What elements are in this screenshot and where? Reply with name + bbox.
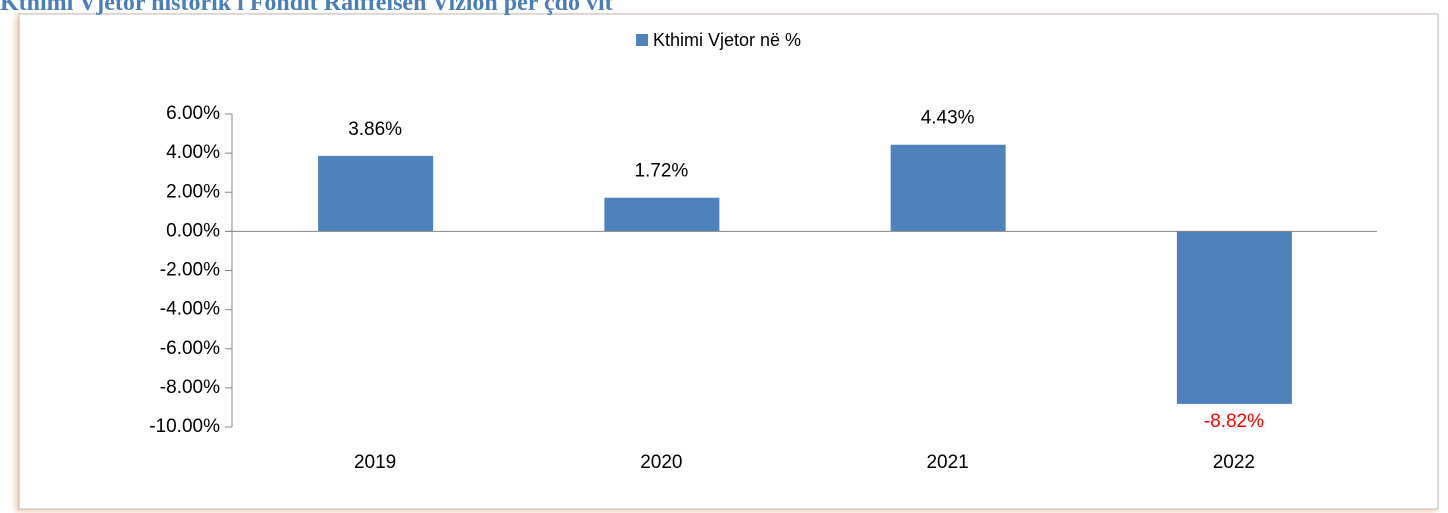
y-tick-label: -2.00%: [160, 260, 220, 281]
y-tick-label: -4.00%: [160, 299, 220, 320]
data-label: -8.82%: [1204, 411, 1264, 432]
y-tick-label: -6.00%: [160, 338, 220, 359]
y-tick-label: 4.00%: [166, 142, 220, 163]
bar: [318, 155, 434, 232]
legend-label: Kthimi Vjetor në %: [653, 30, 801, 50]
y-tick-label: -8.00%: [160, 377, 220, 398]
y-tick-label: 2.00%: [166, 181, 220, 202]
y-tick-label: 0.00%: [166, 220, 220, 241]
x-tick-label: 2022: [1213, 452, 1255, 473]
x-tick-label: 2021: [926, 452, 968, 473]
data-label: 3.86%: [348, 119, 402, 140]
x-tick-label: 2020: [640, 452, 682, 473]
legend-swatch: [636, 34, 648, 46]
x-tick-label: 2019: [354, 452, 396, 473]
chart-title: Kthimi Vjetor historik i Fondit Raiffeis…: [0, 0, 613, 16]
y-tick-label: -10.00%: [149, 416, 220, 437]
bar: [1176, 231, 1292, 404]
bar: [890, 144, 1006, 232]
y-tick-label: 6.00%: [166, 103, 220, 124]
bar: [604, 197, 720, 232]
data-label: 4.43%: [921, 108, 975, 129]
data-label: 1.72%: [634, 161, 688, 182]
